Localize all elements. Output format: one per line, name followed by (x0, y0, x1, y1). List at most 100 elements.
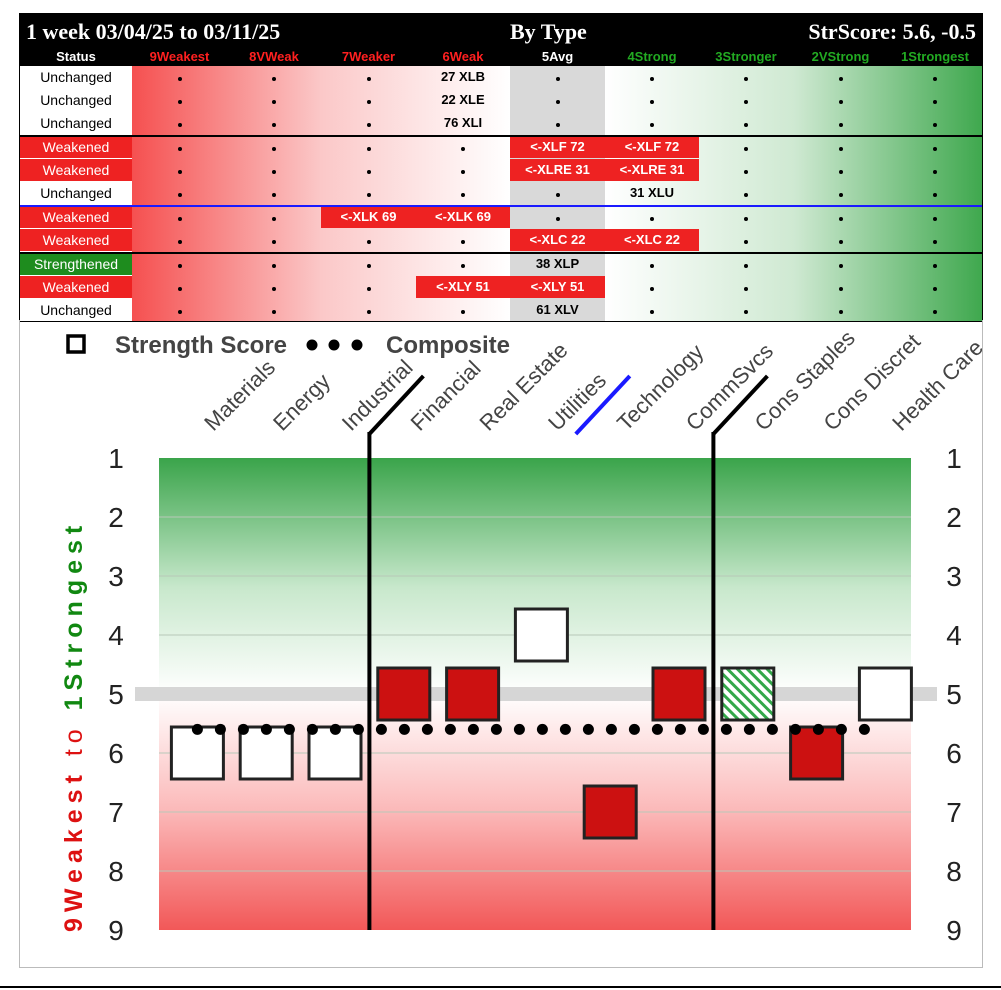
ticker-cell: <-XLRE 31 (605, 159, 699, 181)
empty-dot (366, 193, 371, 197)
empty-dot (744, 147, 748, 151)
composite-dot (605, 723, 617, 735)
empty-dot (366, 287, 371, 291)
column-header: 5Avg (541, 49, 574, 64)
ticker-cell: 31 XLU (629, 185, 675, 200)
y-tick-label-left: 1 (108, 443, 124, 474)
empty-dot (177, 310, 182, 314)
table-header: 1 week 03/04/25 to 03/11/25 By Type StrS… (20, 14, 982, 48)
empty-dot (744, 310, 748, 314)
rank-band (132, 66, 321, 321)
empty-dot (744, 240, 748, 244)
empty-dot (177, 287, 182, 291)
composite-dot (674, 723, 686, 735)
empty-dot (933, 100, 937, 104)
empty-dot (555, 217, 560, 221)
composite-dot (766, 723, 778, 735)
column-header: 3Stronger (715, 49, 777, 64)
empty-dot (272, 264, 276, 268)
y-tick-label-left: 5 (108, 679, 124, 710)
empty-dot (838, 287, 843, 291)
score-title: StrScore: 5.6, -0.5 (808, 19, 976, 44)
composite-dot (513, 723, 525, 735)
empty-dot (838, 217, 843, 221)
ticker-cell: <-XLY 51 (510, 276, 605, 298)
empty-dot (933, 193, 937, 197)
column-header: 6Weak (442, 49, 484, 64)
y-tick-label-right: 1 (946, 443, 962, 474)
empty-dot (555, 77, 560, 81)
category-label: Materials (199, 355, 280, 436)
group-separator (20, 135, 982, 137)
empty-dot (933, 217, 937, 221)
empty-dot (838, 147, 843, 151)
y-tick-label-right: 9 (946, 915, 962, 946)
composite-dot (628, 723, 640, 735)
strength-marker-real-estate (445, 666, 501, 722)
empty-dot (650, 264, 654, 268)
legend-dot-icon (306, 339, 318, 351)
composite-dot (743, 723, 755, 735)
table-body: Unchanged 27 XLB Unchanged 22 XLE Unchanged 7… (20, 66, 982, 321)
bottom-rule (0, 986, 1001, 988)
empty-dot (461, 193, 465, 197)
empty-dot (838, 193, 843, 197)
empty-dot (177, 193, 182, 197)
empty-dot (933, 310, 937, 314)
status-cell: Unchanged (20, 112, 132, 134)
strength-marker-cons-staples (720, 666, 776, 722)
strength-marker-utilities (513, 607, 569, 663)
composite-dot (237, 723, 249, 735)
composite-dot (490, 723, 502, 735)
ticker-cell: <-XLC 22 (605, 229, 699, 251)
y-tick-label-right: 5 (946, 679, 962, 710)
empty-dot (744, 287, 748, 291)
empty-dot (272, 193, 276, 197)
ticker-cell: <-XLY 51 (416, 276, 510, 298)
column-header: 4Strong (627, 49, 677, 64)
status-cell: Weakened (20, 229, 132, 251)
y-tick-label-right: 7 (946, 797, 962, 828)
status-cell: Unchanged (20, 299, 132, 321)
empty-dot (366, 264, 371, 268)
column-header: Status (56, 49, 96, 64)
composite-dot (467, 723, 479, 735)
empty-dot (177, 217, 182, 221)
empty-dot (838, 240, 843, 244)
composite-dot (214, 723, 226, 735)
period-title: 1 week 03/04/25 to 03/11/25 (26, 19, 281, 44)
ranking-table: 1 week 03/04/25 to 03/11/25 By Type StrS… (19, 13, 983, 322)
strength-marker-industrial (307, 725, 363, 781)
empty-dot (366, 77, 371, 81)
empty-dot (838, 123, 843, 127)
empty-dot (272, 217, 276, 221)
column-header: 7Weaker (341, 49, 396, 64)
empty-dot (177, 240, 182, 244)
average-line (135, 687, 937, 701)
composite-dot (191, 723, 203, 735)
empty-dot (366, 310, 371, 314)
composite-dot (582, 723, 594, 735)
column-header: 9Weakest (149, 49, 210, 64)
empty-dot (933, 264, 937, 268)
y-axis-title: 9Weakest to 1Strongest (60, 520, 88, 932)
empty-dot (555, 100, 560, 104)
strength-marker-health-care (857, 666, 913, 722)
composite-dot (352, 723, 364, 735)
strength-marker-financial (376, 666, 432, 722)
group-separator (20, 252, 982, 254)
group-divider-slant (367, 374, 425, 436)
empty-dot (272, 310, 276, 314)
status-cell: Weakened (20, 206, 132, 228)
y-tick-label-right: 8 (946, 856, 962, 887)
empty-dot (366, 100, 371, 104)
strength-marker-energy (238, 725, 294, 781)
ticker-cell: <-XLF 72 (605, 136, 699, 158)
legend-strength-label: Strength Score (115, 332, 287, 359)
empty-dot (272, 170, 276, 174)
empty-dot (838, 310, 843, 314)
y-tick-label-left: 2 (108, 502, 124, 533)
empty-dot (744, 100, 748, 104)
y-tick-label-left: 8 (108, 856, 124, 887)
